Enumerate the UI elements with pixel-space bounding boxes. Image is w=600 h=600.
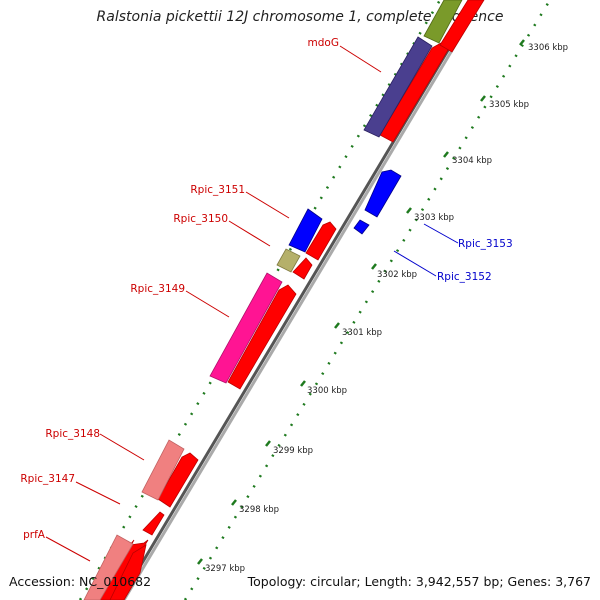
scale-tick-label: 3297 kbp	[205, 564, 245, 574]
gene-bar[interactable]	[227, 284, 297, 390]
scale-tick-label: 3305 kbp	[489, 100, 529, 110]
gene-label[interactable]: Rpic_3148	[45, 428, 100, 440]
gene-bar[interactable]	[141, 439, 185, 501]
gene-bar[interactable]	[142, 511, 165, 536]
reverse-strand-genes	[353, 169, 402, 235]
forward-leaders	[45, 45, 382, 562]
reverse-labels: Rpic_3153 Rpic_3152	[437, 238, 513, 283]
scale-tick-label: 3306 kbp	[528, 43, 568, 53]
gene-label[interactable]: Rpic_3150	[173, 213, 228, 225]
scale-tick-label: 3299 kbp	[273, 446, 313, 456]
scale-tick-label: 3304 kbp	[452, 156, 492, 166]
map-title: Ralstonia pickettii 12J chromosome 1, co…	[96, 9, 504, 25]
gene-label[interactable]: prfA	[23, 529, 46, 541]
gene-bar[interactable]	[353, 219, 370, 235]
gene-bar[interactable]	[157, 452, 199, 508]
scale-tick-label: 3302 kbp	[377, 270, 417, 280]
gene-label[interactable]: Rpic_3147	[20, 473, 75, 485]
scale-labels: 3306 kbp 3305 kbp 3304 kbp 3303 kbp 3302…	[205, 43, 568, 574]
gene-bar[interactable]	[364, 169, 402, 218]
gene-bar[interactable]	[439, 0, 485, 53]
scale-tick-label: 3301 kbp	[342, 328, 382, 338]
gene-bar[interactable]	[363, 36, 433, 138]
scale-tick-label: 3300 kbp	[307, 386, 347, 396]
scale-tick-label: 3298 kbp	[239, 505, 279, 515]
gene-label[interactable]: mdoG	[308, 37, 339, 49]
gene-label[interactable]: Rpic_3151	[190, 184, 245, 196]
forward-labels: mdoG Rpic_3151 Rpic_3150 Rpic_3149 Rpic_…	[20, 37, 339, 541]
reverse-leaders	[393, 223, 459, 277]
accession-label: Accession: NC_010682	[9, 574, 152, 589]
forward-strand-genes	[83, 0, 485, 600]
scale-tick-label: 3303 kbp	[414, 213, 454, 223]
gene-label[interactable]: Rpic_3149	[130, 283, 185, 295]
gene-bar[interactable]	[423, 0, 463, 44]
gene-label[interactable]: Rpic_3153	[458, 238, 513, 250]
scale-ticks	[197, 39, 525, 565]
gene-label[interactable]: Rpic_3152	[437, 271, 492, 283]
summary-label: Topology: circular; Length: 3,942,557 bp…	[247, 574, 591, 589]
gene-bar[interactable]	[305, 221, 337, 261]
backbone	[118, 0, 484, 600]
gene-bar[interactable]	[288, 208, 323, 253]
gene-bar[interactable]	[209, 272, 283, 384]
gene-bar[interactable]	[109, 544, 147, 600]
gene-bar[interactable]	[292, 257, 313, 280]
gene-bar[interactable]	[276, 248, 301, 273]
gene-bar[interactable]	[83, 534, 134, 600]
